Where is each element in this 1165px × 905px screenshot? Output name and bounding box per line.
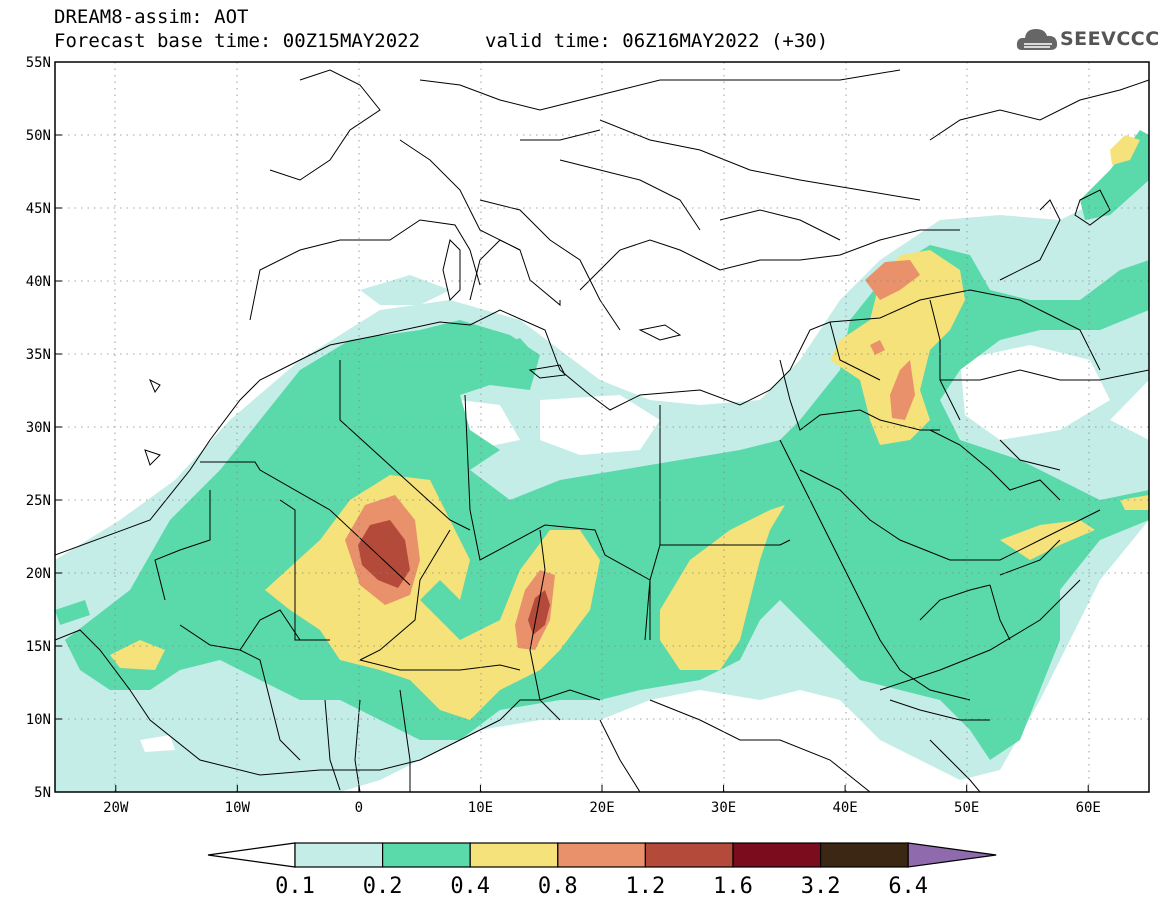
lat-label: 35N bbox=[26, 347, 51, 363]
lat-label: 10N bbox=[26, 712, 51, 728]
colorbar-label: 1.2 bbox=[626, 874, 666, 899]
aot-band-1-2 bbox=[358, 520, 550, 635]
lon-label: 10E bbox=[468, 800, 493, 816]
valid-time: valid time: 06Z16MAY2022 (+30) bbox=[485, 30, 829, 52]
colorbar-low-arrow bbox=[207, 842, 296, 868]
forecast-base-time: Forecast base time: 00Z15MAY2022 bbox=[54, 30, 421, 52]
colorbar-label: 0.8 bbox=[538, 874, 578, 899]
colorbar-label: 3.2 bbox=[801, 874, 841, 899]
lat-label: 25N bbox=[26, 493, 51, 509]
lon-label: 40E bbox=[832, 800, 857, 816]
colorbar-label: 6.4 bbox=[888, 874, 928, 899]
colorbar-label: 0.4 bbox=[450, 874, 490, 899]
seevccc-logo: SEEVCCC bbox=[1016, 22, 1159, 58]
lat-label: 50N bbox=[26, 128, 51, 144]
longitude-axis: 20W 10W 0 10E 20E 30E 40E 50E 60E bbox=[103, 785, 1101, 816]
colorbar-label: 1.6 bbox=[713, 874, 753, 899]
lat-label: 55N bbox=[26, 55, 51, 71]
colorbar-label: 0.2 bbox=[363, 874, 403, 899]
lat-label: 5N bbox=[34, 785, 51, 801]
lon-label: 10W bbox=[225, 800, 251, 816]
product-title: DREAM8-assim: AOT bbox=[54, 6, 249, 28]
lat-label: 20N bbox=[26, 566, 51, 582]
lat-label: 30N bbox=[26, 420, 51, 436]
colorbar-swatch bbox=[644, 842, 734, 868]
colorbar-swatch bbox=[819, 842, 909, 868]
coastlines-borders bbox=[55, 69, 1149, 792]
lon-label: 20E bbox=[589, 800, 614, 816]
lat-label: 45N bbox=[26, 201, 51, 217]
latitude-axis: 55N 50N 45N 40N 35N 30N 25N 20N 15N 10N 5N bbox=[26, 55, 62, 801]
colorbar-swatch bbox=[469, 842, 559, 868]
colorbar-swatch bbox=[557, 842, 646, 868]
colorbar-swatch bbox=[382, 842, 471, 868]
colorbar-swatch bbox=[732, 842, 822, 868]
cloud-icon bbox=[1016, 29, 1058, 50]
lon-label: 20W bbox=[103, 800, 129, 816]
lon-label: 50E bbox=[954, 800, 979, 816]
lon-label: 30E bbox=[711, 800, 736, 816]
colorbar: 0.1 0.2 0.4 0.8 1.2 1.6 3.2 6.4 bbox=[207, 842, 997, 899]
lat-label: 40N bbox=[26, 274, 51, 290]
logo-text: SEEVCCC bbox=[1060, 28, 1160, 50]
lon-label: 0 bbox=[355, 800, 363, 816]
graticule bbox=[55, 62, 1149, 792]
colorbar-label: 0.1 bbox=[275, 874, 315, 899]
colorbar-high-arrow bbox=[907, 842, 997, 868]
lon-label: 60E bbox=[1076, 800, 1101, 816]
colorbar-swatch bbox=[294, 842, 384, 868]
lat-label: 15N bbox=[26, 639, 51, 655]
